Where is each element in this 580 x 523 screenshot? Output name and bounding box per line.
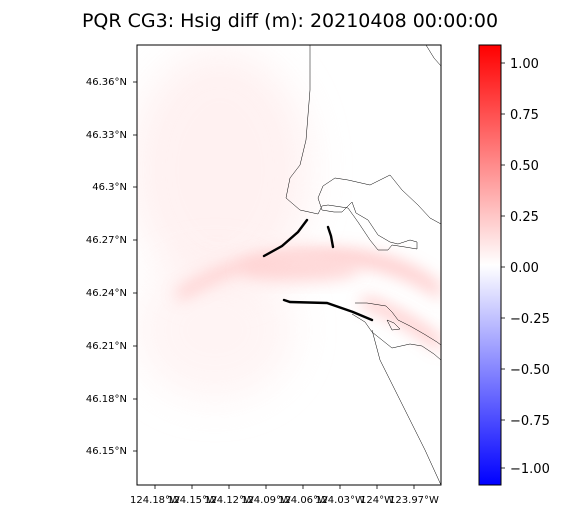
lon-tick-label: 124.03°W — [315, 495, 365, 506]
coastline-north — [285, 45, 441, 251]
colorbar-tick-label: 0.75 — [510, 108, 539, 123]
map-panel — [136, 44, 442, 486]
colorbar-tick-label: −1.00 — [510, 462, 550, 477]
jetties — [262, 218, 374, 322]
lat-axis: 46.36°N 46.33°N 46.3°N 46.27°N 46.24°N 4… — [86, 77, 137, 457]
colorbar-gradient — [478, 44, 502, 486]
offshore-faint-field — [137, 50, 310, 290]
lat-tick-label: 46.15°N — [86, 446, 127, 457]
coastline — [285, 45, 441, 485]
colorbar-tick-label: 1.00 — [510, 57, 539, 72]
south-streak — [360, 296, 441, 352]
lon-tick-label: 124°W — [360, 495, 394, 506]
lat-tick-label: 46.18°N — [86, 394, 127, 405]
colorbar-tick-label: −0.75 — [510, 414, 550, 429]
lat-tick-label: 46.3°N — [92, 182, 127, 193]
colorbar-tick-label: 0.25 — [510, 210, 539, 225]
bar-plume-core — [240, 258, 360, 282]
lon-tick-label: 124.09°W — [241, 495, 291, 506]
lon-axis: 124.18°W 124.15°W 124.12°W 124.09°W 124.… — [130, 485, 439, 506]
coastline-northeast — [425, 45, 441, 67]
lon-tick-label: 124.06°W — [278, 495, 328, 506]
colorbar-tick-label: −0.50 — [510, 363, 550, 378]
hsig-diff-field — [137, 50, 441, 400]
jetty-a — [326, 225, 335, 249]
lat-tick-label: 46.36°N — [86, 77, 127, 88]
lon-tick-label: 124.15°W — [167, 495, 217, 506]
south-jetty — [282, 298, 374, 322]
offshore-faint-field-south — [137, 260, 295, 400]
colorbar-tick-label: 0.00 — [510, 261, 539, 276]
coastline-south-lower — [351, 313, 441, 361]
coastline-south-upper — [355, 302, 441, 346]
colorbar-tick-label: −0.25 — [510, 312, 550, 327]
colorbar-ticks — [501, 62, 505, 469]
lon-tick-label: 124.18°W — [130, 495, 180, 506]
colorbar: 1.00 0.75 0.50 0.25 0.00 −0.25 −0.50 −0.… — [478, 44, 550, 486]
colorbar-tick-label: 0.50 — [510, 159, 539, 174]
lat-tick-label: 46.27°N — [86, 235, 127, 246]
north-jetty — [262, 218, 309, 258]
lat-tick-label: 46.21°N — [86, 341, 127, 352]
coastline-island — [386, 319, 401, 331]
lon-tick-label: 124.12°W — [204, 495, 254, 506]
lat-tick-label: 46.33°N — [86, 130, 127, 141]
map-frame — [136, 44, 442, 486]
lon-tick-label: 123.97°W — [389, 495, 439, 506]
bar-plume — [175, 247, 441, 300]
lat-tick-label: 46.24°N — [86, 288, 127, 299]
plot-title: PQR CG3: Hsig diff (m): 20210408 00:00:0… — [81, 10, 499, 32]
coastline-southern — [371, 329, 441, 485]
